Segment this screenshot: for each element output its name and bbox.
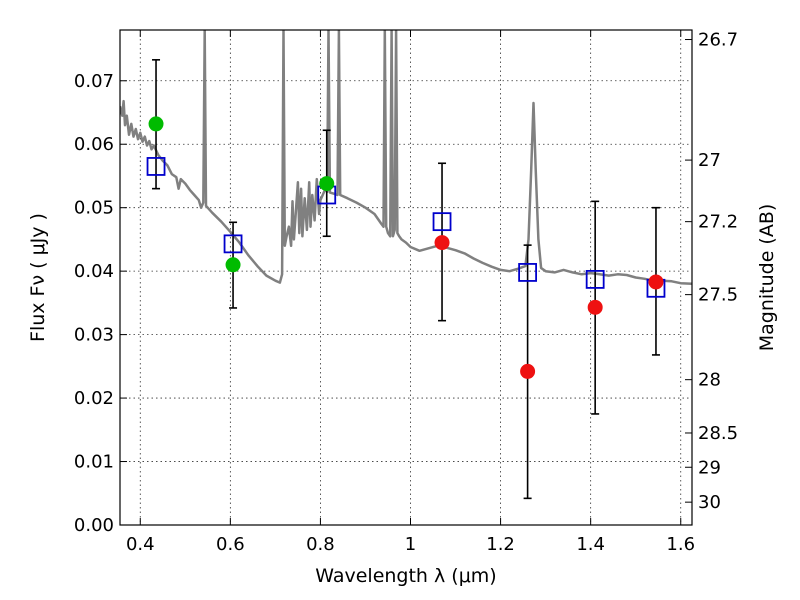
grid <box>120 30 692 525</box>
y-tick-label: 0.01 <box>74 452 114 473</box>
x-axis-label: Wavelength λ (μm) <box>315 565 496 587</box>
y-tick-label: 0.06 <box>74 134 114 155</box>
model-photometry-square <box>223 234 243 254</box>
observed-flux-point <box>434 235 450 251</box>
axis-ticks: 0.4 0.6 0.8 1 1.2 1.4 1.6 0.00 0.01 0.02 0.03 0.04 0… <box>74 30 738 555</box>
model-photometry-square <box>432 212 452 232</box>
y-tick-label: 0.07 <box>74 71 114 92</box>
observed-flux-point <box>225 257 241 273</box>
magnitude-tick-label: 27.5 <box>698 285 738 306</box>
model-photometry-square <box>585 270 605 289</box>
x-tick-label: 0.6 <box>216 534 245 555</box>
y-tick-label: 0.03 <box>74 325 114 346</box>
plot-area <box>120 30 692 500</box>
model-photometry-square <box>146 157 166 176</box>
x-tick-label: 1.4 <box>576 534 605 555</box>
observed-flux-point <box>148 116 164 132</box>
magnitude-tick-label: 27 <box>698 150 721 171</box>
magnitude-tick-label: 28.5 <box>698 423 738 444</box>
plot-frame <box>119 29 693 526</box>
x-tick-label: 0.4 <box>126 534 155 555</box>
observed-flux-point <box>587 299 603 315</box>
magnitude-tick-label: 30 <box>698 492 721 513</box>
y-tick-label: 0.02 <box>74 388 114 409</box>
y-tick-label: 0.05 <box>74 198 114 219</box>
model-photometry-square <box>518 263 538 282</box>
observed-flux-point <box>520 363 536 379</box>
magnitude-tick-label: 28 <box>698 370 721 391</box>
y-tick-label: 0.04 <box>74 261 114 282</box>
y-axis-label: Flux Fν ( μJy ) <box>27 213 49 342</box>
magnitude-tick-label: 26.7 <box>698 30 738 51</box>
observed-flux-point <box>648 274 664 290</box>
right-axis-label: Magnitude (AB) <box>756 204 778 352</box>
y-tick-label: 0.00 <box>74 515 114 536</box>
magnitude-tick-label: 27.2 <box>698 212 738 233</box>
observed-flux-point <box>319 176 335 192</box>
x-tick-label: 1.2 <box>486 534 515 555</box>
magnitude-tick-label: 29 <box>698 457 721 478</box>
x-tick-label: 0.8 <box>306 534 335 555</box>
x-tick-label: 1 <box>405 534 416 555</box>
x-tick-label: 1.6 <box>666 534 695 555</box>
model-sed-line <box>120 30 692 286</box>
